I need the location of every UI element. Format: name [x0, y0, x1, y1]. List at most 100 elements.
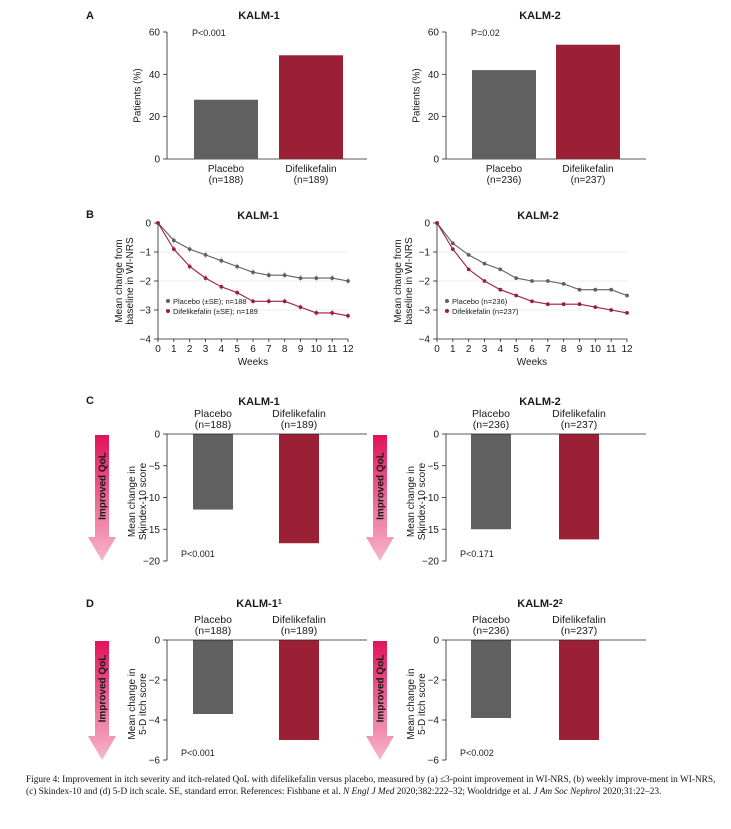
legend-difelikefalin-marker	[445, 309, 449, 313]
panel-letter-C: C	[86, 395, 94, 407]
panel-d-1-y-tick-label: −6	[149, 756, 161, 767]
panel-b-x-tick-label: 1	[171, 344, 177, 355]
panel-b-x-tick-label: 7	[266, 344, 272, 355]
placebo-point	[514, 276, 519, 280]
panel-b-x-tick-label: 1	[450, 344, 456, 355]
difelikefalin-point	[282, 299, 287, 304]
panel-b-1-y-tick-label: 0	[145, 219, 151, 230]
difelikefalin-point	[609, 308, 614, 312]
panel-c-2-title: KALM-2	[519, 396, 561, 408]
panel-c-2-arrow-label: Improved QoL	[376, 452, 387, 520]
panel-b-1-y-axis-label-line: Mean change from	[114, 239, 125, 322]
panel-c-1-y-tick-label: −20	[143, 557, 160, 568]
difelikefalin-point	[514, 293, 519, 298]
caption-ref2-journal: J Am Soc Nephrol	[533, 786, 601, 797]
panel-d-2-category-label: (n=237)	[561, 625, 597, 637]
panel-b-1-y-tick-label: −4	[140, 335, 152, 346]
difelikefalin-point	[156, 221, 160, 225]
panel-a-category-label: (n=237)	[571, 175, 606, 186]
difelikefalin-point	[187, 264, 192, 269]
panel-d-1-y-axis-label: Mean change in 5-D itch score	[127, 668, 149, 739]
panel-b-1-y-axis-label-line: baseline in WI-NRS	[125, 237, 136, 325]
difelikefalin-bar	[279, 640, 319, 740]
difelikefalin-point	[545, 302, 550, 307]
panel-d-2-improved-qol-arrow	[366, 641, 394, 760]
panel-b-legend-entry: Difelikefalin (n=237)	[452, 307, 519, 316]
panel-a-2-y-tick-label: 20	[428, 112, 440, 123]
panel-d-1-y-axis-label-line: Mean change in	[127, 668, 138, 739]
panel-d-2-y-tick-label: 0	[433, 636, 439, 647]
panel-c-2-y-axis-label-line: Skindex-10 score	[417, 462, 428, 540]
panel-b-x-tick-label: 3	[482, 344, 488, 355]
difelikefalin-point	[450, 247, 455, 252]
panel-b-x-tick-label: 2	[187, 344, 193, 355]
placebo-bar	[194, 99, 258, 159]
placebo-point	[609, 287, 614, 292]
panel-a-category-label: Placebo	[208, 164, 245, 175]
panel-b-legend-entry: Placebo (n=236)	[452, 297, 508, 306]
placebo-bar	[193, 434, 233, 510]
placebo-point	[171, 238, 176, 243]
panel-b-2-y-axis-label-line: Mean change from	[393, 239, 404, 322]
difelikefalin-point	[171, 247, 176, 252]
panel-a-category-label: (n=236)	[487, 175, 522, 186]
difelikefalin-point	[330, 311, 335, 315]
panel-c-1-category-label: Placebo	[194, 408, 232, 420]
panel-b-x-axis-label: Weeks	[517, 357, 547, 368]
panel-a-2-y-tick-label: 0	[433, 155, 439, 166]
panel-letter-D: D	[86, 598, 94, 610]
panel-d-2-title-superscript: 2	[559, 599, 563, 606]
legend-difelikefalin-marker	[166, 309, 170, 313]
placebo-point	[577, 287, 582, 292]
difelikefalin-point	[251, 299, 255, 304]
panel-c-2-category-label: Difelikefalin	[552, 408, 606, 420]
figure-caption: Figure 4: Improvement in itch severity a…	[26, 775, 716, 798]
panel-b-x-tick-label: 5	[234, 344, 240, 355]
placebo-bar	[471, 434, 511, 530]
placebo-point	[545, 279, 550, 283]
difelikefalin-point	[561, 302, 566, 307]
panel-b-x-tick-label: 11	[606, 344, 617, 355]
panel-b-x-tick-label: 8	[282, 344, 288, 355]
difelikefalin-point	[435, 221, 439, 225]
panel-c-2-y-axis-label-line: Mean change in	[406, 466, 417, 537]
difelikefalin-point	[593, 305, 598, 309]
panel-b-x-tick-label: 8	[561, 344, 567, 355]
panel-b-x-tick-label: 3	[203, 344, 209, 355]
panel-b-1-y-tick-label: −3	[140, 306, 152, 317]
panel-d-2-category-label: (n=236)	[473, 625, 509, 637]
panel-c-1-category-label: (n=188)	[195, 419, 231, 431]
placebo-point	[266, 273, 271, 278]
placebo-point	[219, 258, 224, 263]
panel-d-2-arrow-label-group: Improved QoL	[376, 655, 387, 723]
panel-d-2-y-axis-label-line: 5-D itch score	[417, 673, 428, 735]
panel-d-1-category-label: (n=189)	[281, 625, 317, 637]
placebo-point	[466, 253, 471, 257]
placebo-point	[298, 276, 303, 280]
panel-a-category-label: Difelikefalin	[562, 164, 613, 175]
panel-b-x-tick-label: 4	[498, 344, 504, 355]
legend-placebo-marker	[445, 299, 449, 303]
panel-c-1-y-tick-label: −15	[143, 525, 160, 536]
panel-a-p-value: P<0.001	[192, 28, 226, 38]
difelikefalin-point	[266, 299, 271, 304]
panel-b-x-tick-label: 12	[342, 344, 354, 355]
placebo-point	[251, 270, 255, 275]
panel-b-2-y-tick-label: 0	[424, 219, 430, 230]
panel-b-x-tick-label: 9	[298, 344, 304, 355]
panel-c-2-y-tick-label: 0	[433, 430, 439, 441]
panel-d-2-category-label: Placebo	[472, 614, 510, 626]
placebo-bar	[193, 640, 233, 714]
panel-b-x-axis-label: Weeks	[238, 357, 268, 368]
panel-b-1-y-axis-label: Mean change from baseline in WI-NRS	[114, 237, 136, 325]
panel-b-2-y-axis-label-line: baseline in WI-NRS	[404, 237, 415, 325]
panel-c-2-category-label: (n=236)	[473, 419, 509, 431]
panel-letter-B: B	[86, 209, 94, 221]
panel-b-1-y-tick-label: −1	[140, 248, 152, 259]
panel-b-x-tick-label: 12	[621, 344, 633, 355]
panel-c-2-y-tick-label: −10	[422, 493, 439, 504]
panel-d-1-p-value: P<0.001	[181, 748, 215, 758]
panel-a-1-y-axis-label-line: Patients (%)	[133, 68, 144, 122]
panel-b-2-y-tick-label: −2	[419, 277, 431, 288]
panel-c-1-p-value: P<0.001	[181, 549, 215, 559]
